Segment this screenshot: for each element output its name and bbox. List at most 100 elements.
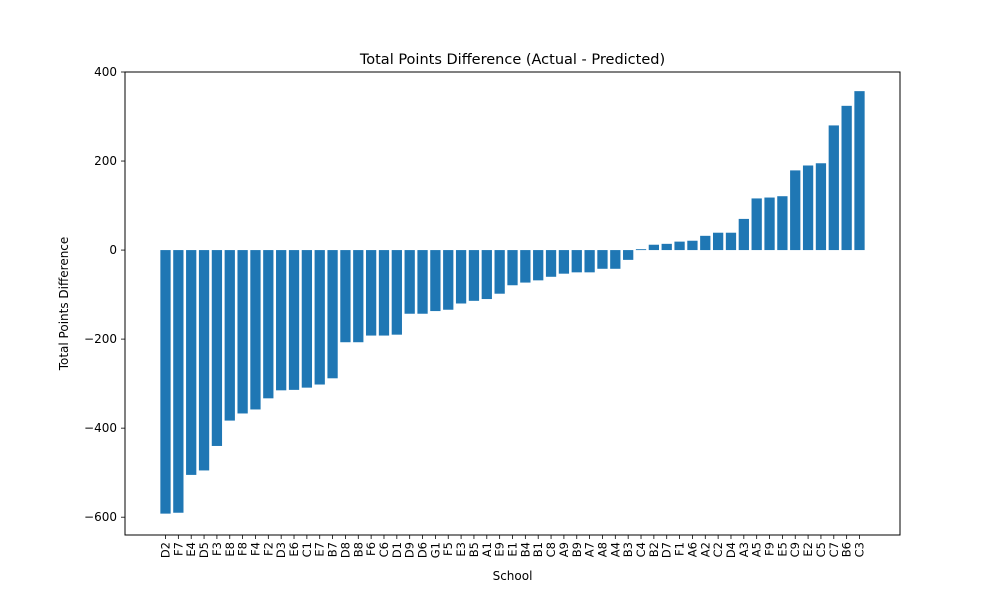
x-tick-label: A4 <box>608 542 622 557</box>
x-tick-label: B2 <box>647 542 661 557</box>
bar-D5 <box>198 250 210 471</box>
x-tick-label: F5 <box>441 542 455 556</box>
bar-A7 <box>584 250 595 273</box>
bar-A5 <box>751 198 762 251</box>
x-tick-label: C4 <box>634 542 648 557</box>
bar-E5 <box>777 196 788 251</box>
bar-E3 <box>455 250 467 304</box>
bar-E1 <box>507 250 518 286</box>
y-axis-ticks: 400 200 0 −200 −400 −600 <box>84 65 125 524</box>
x-tick-label: E7 <box>313 542 327 557</box>
y-tick-label: 400 <box>94 65 117 79</box>
y-tick-label: 200 <box>94 154 117 168</box>
bar-A1 <box>481 250 492 300</box>
x-tick-label: A5 <box>750 542 764 557</box>
bar-D3 <box>276 250 287 391</box>
y-axis-label: Total Points Difference <box>57 237 71 372</box>
bar-B2 <box>648 244 660 251</box>
x-tick-label: E4 <box>184 542 198 557</box>
bar-B7 <box>327 250 338 379</box>
x-tick-label: B7 <box>326 542 340 557</box>
bar-C5 <box>815 163 827 251</box>
x-axis-label: School <box>493 569 533 583</box>
x-tick-label: C1 <box>300 542 314 557</box>
bar-E2 <box>802 165 814 251</box>
bar-A9 <box>558 250 570 274</box>
bar-F4 <box>250 250 261 410</box>
x-tick-label: D4 <box>724 542 738 558</box>
bar-C8 <box>545 250 557 277</box>
x-tick-label: D9 <box>403 542 417 558</box>
bar-B3 <box>623 250 634 260</box>
x-tick-label: D1 <box>390 542 404 558</box>
x-tick-label: F2 <box>261 542 275 556</box>
bar-B6 <box>841 105 852 251</box>
bar-E6 <box>288 250 300 390</box>
bar-B1 <box>533 250 544 281</box>
x-tick-label: A1 <box>480 542 494 557</box>
x-tick-label: D5 <box>197 542 211 558</box>
x-tick-label: B4 <box>518 542 532 557</box>
x-tick-label: E9 <box>493 542 507 557</box>
bar-B5 <box>468 250 480 301</box>
x-tick-label: E6 <box>287 542 301 557</box>
bar-B4 <box>520 250 531 283</box>
bar-D2 <box>160 250 171 514</box>
bar-B8 <box>353 250 364 343</box>
x-tick-label: F4 <box>248 542 262 556</box>
x-tick-label: A9 <box>557 542 571 557</box>
x-tick-label: D8 <box>338 542 352 558</box>
bar-A3 <box>738 218 749 251</box>
bar-F7 <box>173 250 184 513</box>
x-tick-label: B3 <box>621 542 635 557</box>
y-tick-label: −400 <box>84 421 117 435</box>
bar-C4 <box>635 249 647 251</box>
x-tick-label: A6 <box>685 542 699 557</box>
bar-D8 <box>340 250 351 343</box>
bar-D9 <box>404 250 415 314</box>
bar-B9 <box>571 250 582 273</box>
bar-E7 <box>314 250 325 385</box>
x-tick-label: G1 <box>428 542 442 558</box>
bar-C1 <box>301 250 313 388</box>
bar-C3 <box>854 91 865 251</box>
x-tick-label: A3 <box>737 542 751 557</box>
bar-F8 <box>237 250 248 414</box>
x-tick-label: D3 <box>274 542 288 558</box>
x-tick-label: B5 <box>467 542 481 557</box>
chart-title: Total Points Difference (Actual - Predic… <box>359 52 665 68</box>
bar-F2 <box>263 250 274 399</box>
bar-D1 <box>391 250 402 335</box>
x-axis-ticks: D2F7E4D5F3E8F8F4F2D3E6C1E7B7D8B8F6C6D1D9… <box>159 535 867 558</box>
x-tick-label: E8 <box>223 542 237 557</box>
bar-F9 <box>764 197 775 251</box>
x-tick-label: F3 <box>210 542 224 556</box>
bars-group <box>160 91 865 514</box>
x-tick-label: C7 <box>827 542 841 557</box>
x-tick-label: C2 <box>711 542 725 557</box>
bar-A6 <box>687 240 698 251</box>
bar-E4 <box>186 250 197 475</box>
x-tick-label: F8 <box>236 542 250 556</box>
bar-F1 <box>674 241 685 251</box>
y-tick-label: −600 <box>84 510 117 524</box>
bar-F5 <box>443 250 454 310</box>
x-tick-label: B8 <box>351 542 365 557</box>
x-tick-label: C6 <box>377 542 391 557</box>
bar-C7 <box>828 125 839 251</box>
bar-C9 <box>790 170 801 251</box>
x-tick-label: B6 <box>840 542 854 557</box>
x-tick-label: D2 <box>159 542 173 558</box>
x-tick-label: F1 <box>673 542 687 556</box>
bar-D7 <box>661 243 672 251</box>
x-tick-label: E1 <box>506 542 520 557</box>
x-tick-label: F7 <box>171 542 185 556</box>
x-tick-label: D7 <box>660 542 674 558</box>
bar-E8 <box>224 250 235 421</box>
x-tick-label: C3 <box>853 542 867 557</box>
bar-D6 <box>417 250 428 314</box>
y-tick-label: −200 <box>84 332 117 346</box>
bar-F6 <box>365 250 377 336</box>
